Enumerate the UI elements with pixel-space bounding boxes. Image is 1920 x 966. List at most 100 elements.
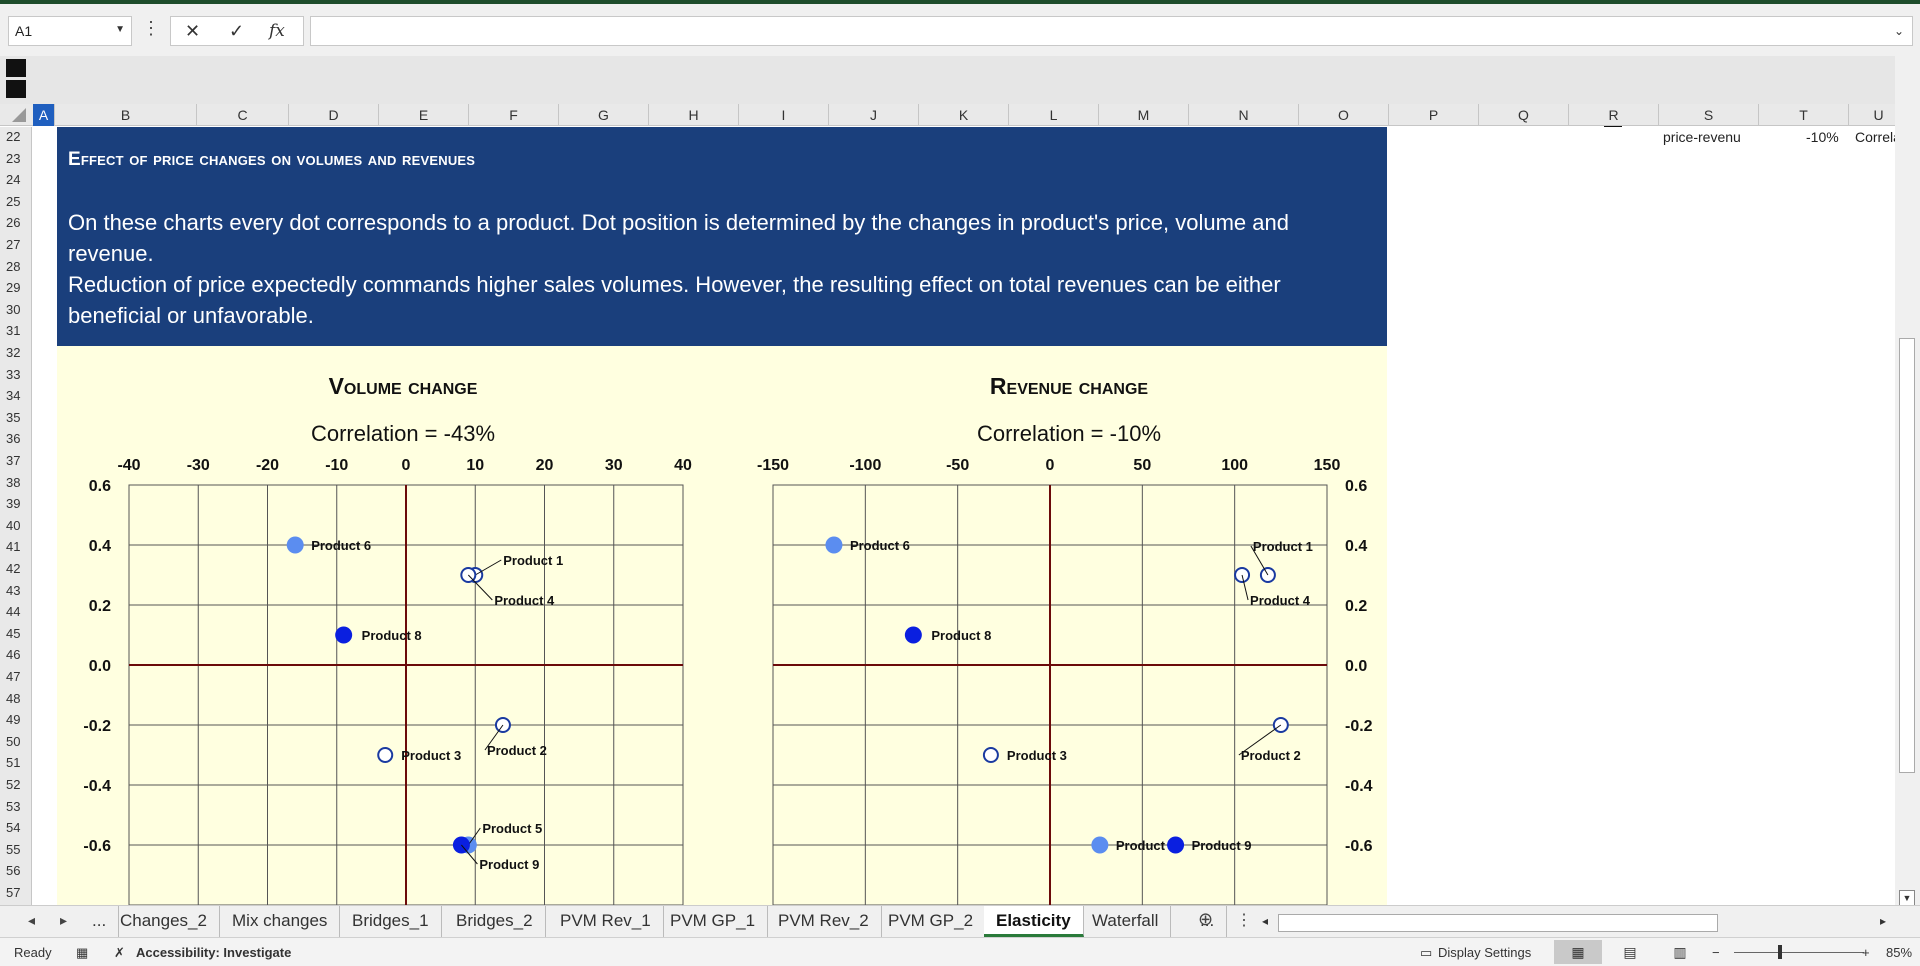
row-header-49[interactable]: 49 <box>6 712 21 728</box>
column-header-f[interactable]: F <box>469 104 559 126</box>
display-settings-icon[interactable]: ▭ <box>1420 945 1433 960</box>
cell-u22[interactable]: Correla <box>1855 129 1895 145</box>
insert-function-icon[interactable]: fx <box>269 21 285 41</box>
column-header-a[interactable]: A <box>33 104 55 126</box>
row-header-32[interactable]: 32 <box>6 345 21 360</box>
column-header-k[interactable]: K <box>919 104 1009 126</box>
column-header-p[interactable]: P <box>1389 104 1479 126</box>
row-header-47[interactable]: 47 <box>6 669 21 684</box>
row-header-53[interactable]: 53 <box>6 798 21 814</box>
column-header-q[interactable]: Q <box>1479 104 1569 126</box>
row-header-48[interactable]: 48 <box>6 690 21 706</box>
scroll-down-icon[interactable]: ▼ <box>1899 890 1915 906</box>
sheet-tab-waterfall[interactable]: Waterfall <box>1080 906 1172 937</box>
select-all-corner[interactable] <box>12 108 26 122</box>
column-header-g[interactable]: G <box>559 104 649 126</box>
chevron-down-icon[interactable]: ▼ <box>115 24 125 35</box>
zoom-in-icon[interactable]: + <box>1862 945 1870 960</box>
scroll-left-icon[interactable]: ◂ <box>1262 914 1269 928</box>
column-header-s[interactable]: S <box>1659 104 1759 126</box>
form-control-button[interactable] <box>6 80 26 98</box>
cell-t22[interactable]: -10% <box>1806 129 1839 145</box>
sheet-tab-pvm-rev-1[interactable]: PVM Rev_1 <box>548 906 664 937</box>
row-header-38[interactable]: 38 <box>6 474 21 490</box>
row-header-57[interactable]: 57 <box>6 885 21 900</box>
row-header-29[interactable]: 29 <box>6 280 21 296</box>
row-header-30[interactable]: 30 <box>6 301 21 317</box>
row-header-35[interactable]: 35 <box>6 409 21 425</box>
row-header-56[interactable]: 56 <box>6 863 21 879</box>
display-settings-label[interactable]: Display Settings <box>1438 945 1532 960</box>
zoom-slider-thumb[interactable] <box>1778 945 1782 959</box>
scroll-right-icon[interactable]: ▸ <box>1880 914 1887 928</box>
expand-formula-icon[interactable]: ⌄ <box>1893 24 1904 38</box>
add-sheet-icon[interactable]: ⊕ <box>1198 909 1214 929</box>
row-header-52[interactable]: 52 <box>6 777 21 792</box>
accessibility-icon[interactable]: ✗ <box>114 945 125 960</box>
row-header-27[interactable]: 27 <box>6 237 21 252</box>
enter-icon[interactable]: ✓ <box>229 21 245 41</box>
row-header-23[interactable]: 23 <box>6 150 21 166</box>
sheet-tab-overflow[interactable]: ... <box>1188 906 1228 937</box>
sheet-tab-pvm-gp-2[interactable]: PVM GP_2 <box>876 906 987 937</box>
column-header-e[interactable]: E <box>379 104 469 126</box>
sheet-tab-mix-changes[interactable]: Mix changes <box>220 906 341 937</box>
page-break-view-button[interactable]: ▥ <box>1656 940 1704 964</box>
zoom-slider[interactable] <box>1734 952 1864 953</box>
column-header-c[interactable]: C <box>197 104 289 126</box>
next-sheet-icon[interactable]: ▸ <box>60 912 68 928</box>
row-header-51[interactable]: 51 <box>6 755 21 771</box>
form-control-button[interactable] <box>6 59 26 77</box>
sheet-tab-elasticity[interactable]: Elasticity <box>984 906 1084 937</box>
column-header-r[interactable]: R <box>1569 104 1659 126</box>
column-header-d[interactable]: D <box>289 104 379 126</box>
column-header-t[interactable]: T <box>1759 104 1849 126</box>
column-header-m[interactable]: M <box>1099 104 1189 126</box>
row-header-55[interactable]: 55 <box>6 841 21 857</box>
column-header-i[interactable]: I <box>739 104 829 126</box>
column-header-n[interactable]: N <box>1189 104 1299 126</box>
column-header-h[interactable]: H <box>649 104 739 126</box>
sheet-tab-bridges-1[interactable]: Bridges_1 <box>340 906 442 937</box>
accessibility-status[interactable]: Accessibility: Investigate <box>136 945 292 960</box>
prev-sheet-icon[interactable]: ◂ <box>28 912 36 928</box>
column-header-b[interactable]: B <box>55 104 197 126</box>
formula-input[interactable]: ⌄ <box>310 16 1913 46</box>
row-header-31[interactable]: 31 <box>6 323 21 339</box>
row-header-39[interactable]: 39 <box>6 496 21 512</box>
sheet-tab-overflow[interactable]: ... <box>80 906 120 937</box>
row-header-46[interactable]: 46 <box>6 647 21 663</box>
row-header-37[interactable]: 37 <box>6 453 21 468</box>
row-header-50[interactable]: 50 <box>6 733 21 749</box>
row-header-24[interactable]: 24 <box>6 172 21 188</box>
name-box[interactable]: A1 ▼ <box>8 16 132 46</box>
row-header-33[interactable]: 33 <box>6 366 21 382</box>
row-header-34[interactable]: 34 <box>6 388 21 404</box>
cancel-icon[interactable]: ✕ <box>185 21 201 41</box>
more-sheets-icon[interactable]: ⋮ <box>1236 912 1252 929</box>
more-options-icon[interactable]: ⋮ <box>142 18 160 38</box>
normal-view-button[interactable]: ▦ <box>1554 940 1602 964</box>
cell-s22[interactable]: price-revenu <box>1663 129 1741 145</box>
vertical-scroll-thumb[interactable] <box>1899 338 1915 773</box>
row-header-36[interactable]: 36 <box>6 431 21 447</box>
column-header-j[interactable]: J <box>829 104 919 126</box>
row-header-26[interactable]: 26 <box>6 215 21 231</box>
sheet-tab-bridges-2[interactable]: Bridges_2 <box>444 906 546 937</box>
row-header-41[interactable]: 41 <box>6 539 21 555</box>
row-header-25[interactable]: 25 <box>6 193 21 209</box>
sheet-tab-pvm-gp-1[interactable]: PVM GP_1 <box>658 906 769 937</box>
macro-record-icon[interactable]: ▦ <box>76 945 89 960</box>
zoom-out-icon[interactable]: − <box>1712 945 1720 960</box>
column-header-o[interactable]: O <box>1299 104 1389 126</box>
row-header-42[interactable]: 42 <box>6 561 21 576</box>
row-header-40[interactable]: 40 <box>6 517 21 533</box>
row-header-54[interactable]: 54 <box>6 820 21 836</box>
sheet-grid[interactable]: Effect of price changes on volumes and r… <box>33 127 1895 905</box>
row-header-28[interactable]: 28 <box>6 258 21 274</box>
row-header-22[interactable]: 22 <box>6 129 21 144</box>
vertical-scrollbar[interactable]: ▼ <box>1895 56 1920 906</box>
sheet-tab-pvm-rev-2[interactable]: PVM Rev_2 <box>766 906 882 937</box>
row-header-43[interactable]: 43 <box>6 582 21 598</box>
horizontal-scrollbar[interactable] <box>1278 914 1718 932</box>
